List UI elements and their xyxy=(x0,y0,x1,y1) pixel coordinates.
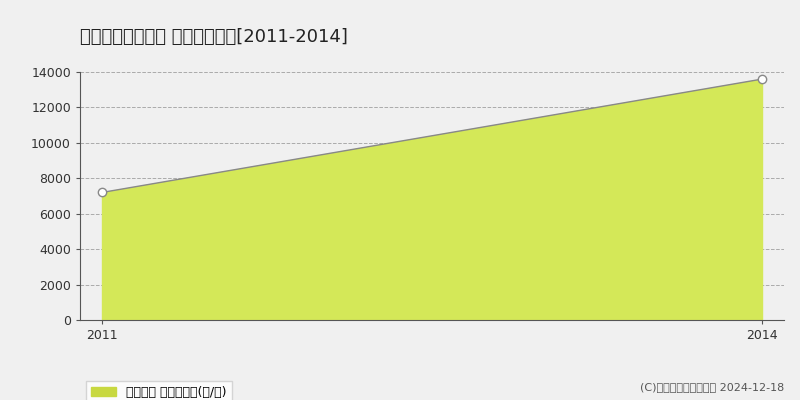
Legend: 農地価格 平均坪単価(円/坪): 農地価格 平均坪単価(円/坪) xyxy=(86,381,232,400)
Text: (C)土地価格ドットコム 2024-12-18: (C)土地価格ドットコム 2024-12-18 xyxy=(640,382,784,392)
Point xyxy=(96,189,109,196)
Point xyxy=(756,76,769,82)
Text: 香取郡多古町川島 農地価格推移[2011-2014]: 香取郡多古町川島 農地価格推移[2011-2014] xyxy=(80,28,348,46)
